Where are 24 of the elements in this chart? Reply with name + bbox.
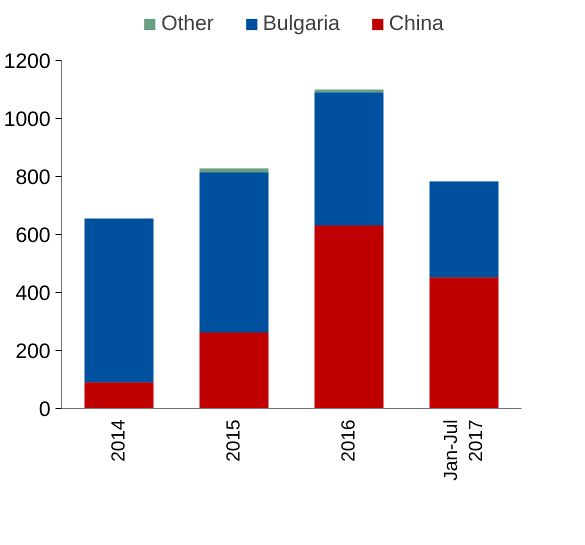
x-tick-label: Jan-Jul 2017 (440, 419, 488, 481)
bar (200, 168, 268, 172)
legend-label: Bulgaria (262, 12, 340, 36)
y-tick-label: 1000 (4, 108, 50, 131)
bar (314, 226, 384, 408)
y-tick-label: 1200 (4, 50, 50, 73)
legend-label: Other (161, 12, 214, 36)
x-tick-label: 2016 (338, 419, 360, 462)
bar (314, 90, 384, 92)
legend-label: China (388, 12, 444, 36)
bar (84, 382, 154, 408)
y-tick-label: 400 (15, 282, 51, 305)
bar (430, 277, 498, 408)
bar (200, 172, 268, 333)
bar (314, 92, 384, 226)
y-tick-label: 200 (15, 340, 51, 363)
y-tick-label: 800 (15, 166, 51, 189)
y-tick-label: 600 (15, 224, 51, 247)
x-tick-label: 2014 (108, 419, 130, 462)
bar (430, 181, 498, 278)
y-tick-label: 0 (38, 398, 51, 421)
bar (200, 332, 268, 408)
x-tick-label: 2015 (224, 419, 244, 462)
bar (84, 218, 154, 382)
